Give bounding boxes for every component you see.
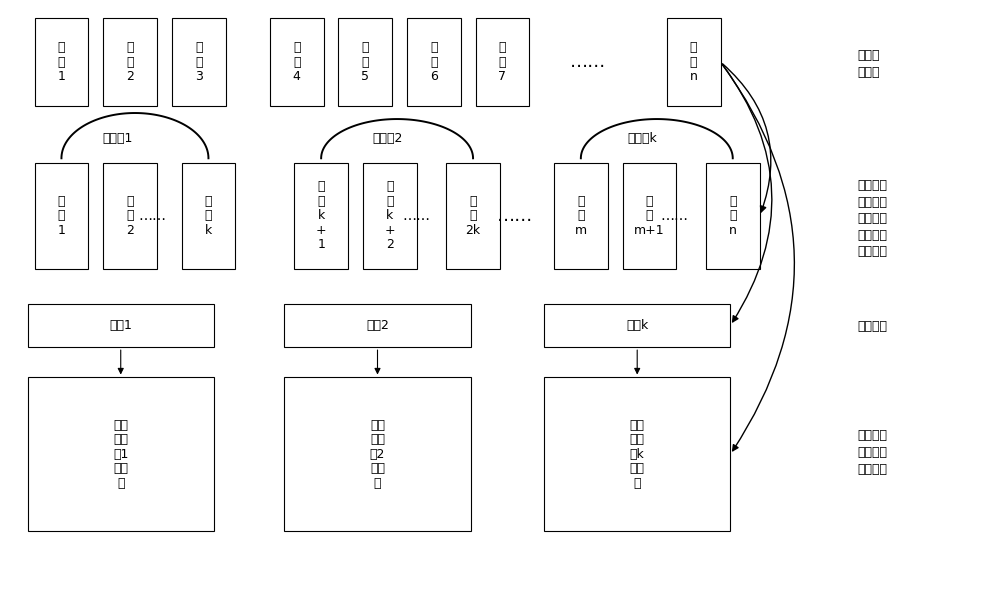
Bar — [622, 163, 676, 269]
Bar — [706, 163, 760, 269]
Text: 图
像
5: 图 像 5 — [361, 41, 369, 83]
Text: 图
像
2: 图 像 2 — [126, 41, 134, 83]
Text: 图
像
k
+
1: 图 像 k + 1 — [316, 180, 326, 251]
Text: 计算
任务
块k
特征
点: 计算 任务 块k 特征 点 — [630, 419, 645, 490]
Bar — [667, 18, 721, 106]
Text: 计算
任务
块1
特征
点: 计算 任务 块1 特征 点 — [113, 419, 128, 490]
Text: 创建线程: 创建线程 — [858, 320, 888, 333]
Text: 图
像
1: 图 像 1 — [58, 195, 65, 237]
Bar — [172, 18, 226, 106]
Bar — [34, 163, 88, 269]
Text: ……: …… — [138, 209, 166, 222]
Bar — [476, 18, 529, 106]
Text: 图
像
3: 图 像 3 — [195, 41, 203, 83]
Text: 任务块1: 任务块1 — [103, 132, 133, 145]
Text: 线程k: 线程k — [626, 319, 648, 332]
Text: ……: …… — [660, 209, 688, 222]
Text: 图
像
2k: 图 像 2k — [465, 195, 481, 237]
Text: 图
像
m: 图 像 m — [575, 195, 587, 237]
Text: 图
像
m+1: 图 像 m+1 — [634, 195, 665, 237]
Bar — [270, 18, 324, 106]
Bar — [284, 378, 471, 532]
Bar — [103, 163, 157, 269]
Text: 根据图像
数目和计
算机处理
器数目划
分任务块: 根据图像 数目和计 算机处理 器数目划 分任务块 — [858, 179, 888, 258]
Bar — [28, 304, 214, 347]
Bar — [182, 163, 235, 269]
Text: ……: …… — [497, 206, 533, 225]
Bar — [338, 18, 392, 106]
Text: 图
像
k: 图 像 k — [205, 195, 212, 237]
Text: 线程2: 线程2 — [366, 319, 389, 332]
Text: 计算
任务
块2
特征
点: 计算 任务 块2 特征 点 — [370, 419, 385, 490]
Bar — [34, 18, 88, 106]
Bar — [407, 18, 461, 106]
Bar — [544, 304, 730, 347]
Bar — [284, 304, 471, 347]
Bar — [28, 378, 214, 532]
Text: 读入图
像路径: 读入图 像路径 — [858, 49, 880, 78]
Text: 并行计算
每个任务
块特征点: 并行计算 每个任务 块特征点 — [858, 429, 888, 476]
Bar — [103, 18, 157, 106]
Bar — [554, 163, 608, 269]
Text: 任务块2: 任务块2 — [372, 132, 402, 145]
Text: 图
像
2: 图 像 2 — [126, 195, 134, 237]
Text: 任务块k: 任务块k — [627, 132, 657, 145]
Text: ……: …… — [570, 53, 606, 71]
Text: 图
像
1: 图 像 1 — [58, 41, 65, 83]
Text: 图
像
7: 图 像 7 — [498, 41, 506, 83]
Bar — [363, 163, 417, 269]
Text: ……: …… — [403, 209, 431, 222]
Bar — [294, 163, 348, 269]
Text: 图
像
4: 图 像 4 — [293, 41, 301, 83]
Bar — [544, 378, 730, 532]
Text: 图
像
k
+
2: 图 像 k + 2 — [384, 180, 395, 251]
Bar — [446, 163, 500, 269]
Text: 图
像
6: 图 像 6 — [430, 41, 438, 83]
Text: 图
像
n: 图 像 n — [690, 41, 697, 83]
Text: 线程1: 线程1 — [109, 319, 132, 332]
Text: 图
像
n: 图 像 n — [729, 195, 737, 237]
